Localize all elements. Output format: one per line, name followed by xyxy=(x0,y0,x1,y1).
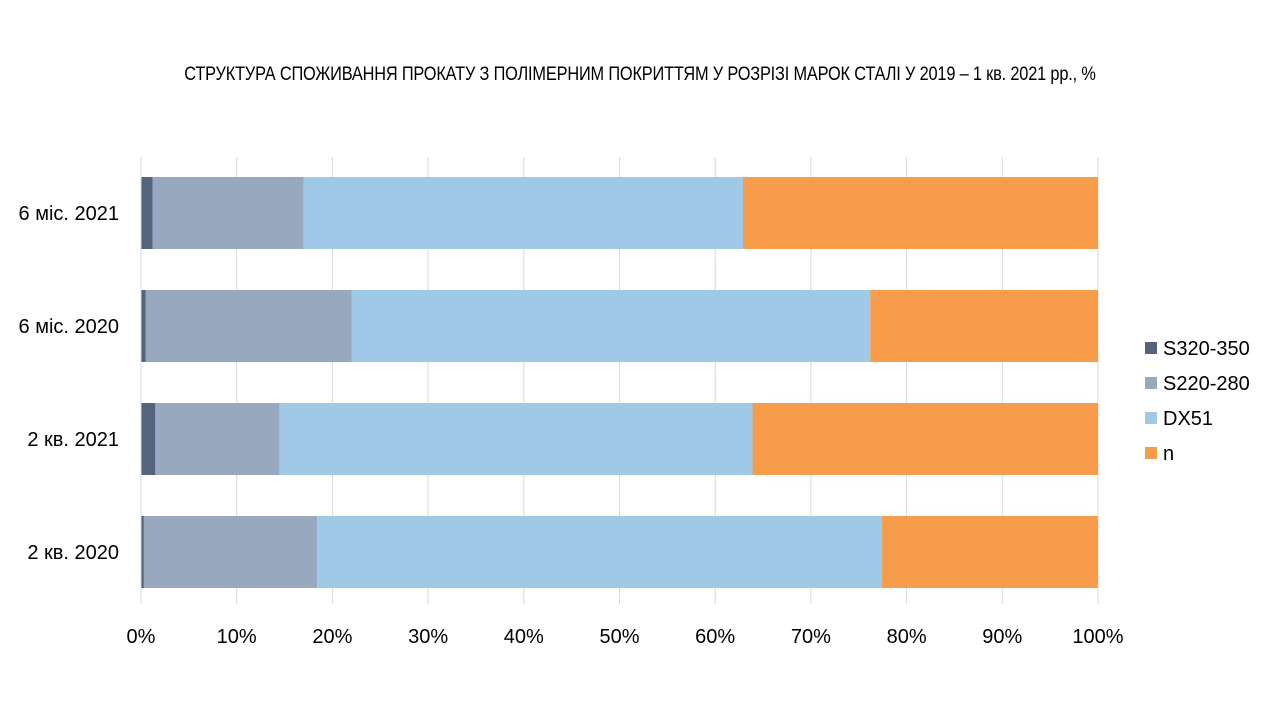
x-tick-label: 100% xyxy=(1072,626,1123,648)
bar-segment-s320-350 xyxy=(141,177,153,249)
bar-segment-n xyxy=(742,177,1098,249)
category-label: 2 кв. 2020 xyxy=(27,542,119,564)
bar-segment-s320-350 xyxy=(141,516,144,588)
bars xyxy=(141,177,1098,588)
bar-segment-s320-350 xyxy=(141,290,146,362)
x-tick-label: 90% xyxy=(982,626,1022,648)
legend: S320-350 S220-280 DX51 n xyxy=(1145,338,1250,465)
bar-segment-s220-280 xyxy=(143,516,318,588)
x-tick-label: 10% xyxy=(217,626,257,648)
legend-label: S320-350 xyxy=(1163,338,1250,360)
bar-segment-n xyxy=(870,290,1098,362)
x-tick-label: 80% xyxy=(887,626,927,648)
x-tick-label: 40% xyxy=(504,626,544,648)
bar-segment-dx51 xyxy=(279,403,753,475)
legend-label: S220-280 xyxy=(1163,373,1250,395)
bar-segment-dx51 xyxy=(351,290,871,362)
bar-segment-n xyxy=(881,516,1098,588)
x-tick-label: 0% xyxy=(127,626,156,648)
x-tick-label: 30% xyxy=(408,626,448,648)
bar-segment-dx51 xyxy=(303,177,743,249)
x-tick-label: 50% xyxy=(599,626,639,648)
legend-swatch xyxy=(1145,447,1157,459)
x-tick-labels: 0% 10% 20% 30% 40% 50% 60% 70% 80% 90% 100% xyxy=(127,626,1124,648)
bar-segment-n xyxy=(752,403,1098,475)
category-labels: 6 міс. 2021 6 міс. 2020 2 кв. 2021 2 кв. 20… xyxy=(19,203,119,564)
bar-segment-s220-280 xyxy=(155,403,280,475)
chart-title: СТРУКТУРА СПОЖИВАННЯ ПРОКАТУ З ПОЛІМЕРНИ… xyxy=(184,64,1096,85)
legend-label: DX51 xyxy=(1163,408,1213,430)
category-label: 2 кв. 2021 xyxy=(27,429,119,451)
x-tick-label: 70% xyxy=(791,626,831,648)
legend-swatch xyxy=(1145,342,1157,354)
legend-label: n xyxy=(1163,443,1174,465)
legend-swatch xyxy=(1145,412,1157,424)
legend-swatch xyxy=(1145,377,1157,389)
bar-segment-dx51 xyxy=(317,516,882,588)
x-tick-label: 20% xyxy=(312,626,352,648)
bar-segment-s320-350 xyxy=(141,403,156,475)
x-tick-label: 60% xyxy=(695,626,735,648)
bar-segment-s220-280 xyxy=(152,177,304,249)
bar-segment-s220-280 xyxy=(145,290,352,362)
category-label: 6 міс. 2021 xyxy=(19,203,119,225)
category-label: 6 міс. 2020 xyxy=(19,316,119,338)
